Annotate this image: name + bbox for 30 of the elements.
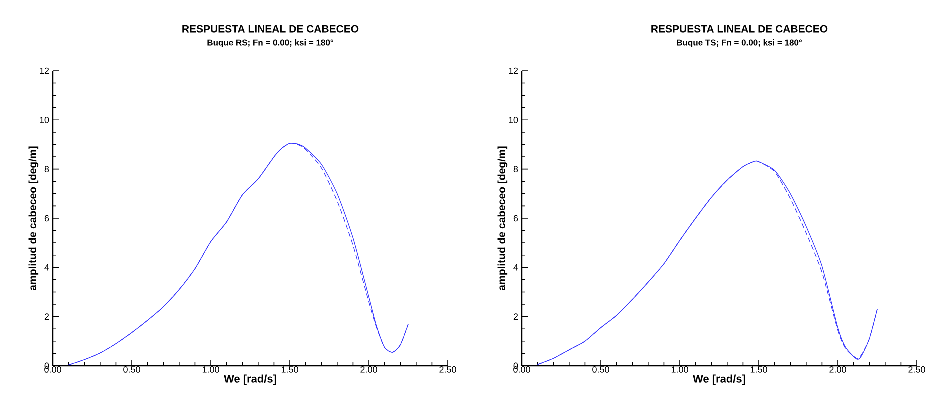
x-tick-label: 0.50 <box>124 366 140 373</box>
y-tick-label: 12 <box>509 68 518 74</box>
x-tick-label: 2.00 <box>830 366 846 373</box>
chart-title: RESPUESTA LINEAL DE CABECEO <box>182 25 359 33</box>
y-tick-label: 2 <box>44 314 50 320</box>
chart-subtitle: Buque RS; Fn = 0.00; ksi = 180° <box>208 40 334 48</box>
y-tick-label: 2 <box>514 314 518 320</box>
x-tick-label: 1.00 <box>672 366 688 373</box>
x-axis-title: We [rad/s] <box>693 374 746 385</box>
chart-title: RESPUESTA LINEAL DE CABECEO <box>652 25 828 33</box>
y-axis-title: amplitud de cabeceo [deg/m] <box>28 146 39 291</box>
x-tick-label: 2.50 <box>908 366 926 373</box>
y-tick-label: 8 <box>44 166 50 173</box>
x-tick-label: 1.00 <box>202 366 220 373</box>
x-axis-title: We [rad/s] <box>224 374 276 385</box>
x-tick-label: 1.50 <box>750 366 768 373</box>
y-tick-label: 4 <box>44 264 50 271</box>
x-tick-label: 0.50 <box>592 366 610 373</box>
x-tick-label: 1.50 <box>282 366 298 373</box>
y-tick-label: 10 <box>509 116 518 124</box>
y-tick-label: 4 <box>514 264 518 271</box>
y-tick-label: 10 <box>40 116 50 124</box>
x-tick-label: 2.00 <box>360 366 378 373</box>
x-tick-label: 2.50 <box>440 366 456 373</box>
y-tick-label: 6 <box>44 215 50 222</box>
y-axis-title: amplitud de cabeceo [deg/m] <box>498 146 508 291</box>
y-tick-label: 8 <box>514 166 518 173</box>
chart-subtitle: Buque TS; Fn = 0.00; ksi = 180° <box>677 40 802 48</box>
y-tick-label: 12 <box>40 68 50 74</box>
y-tick-label: 6 <box>514 215 518 222</box>
